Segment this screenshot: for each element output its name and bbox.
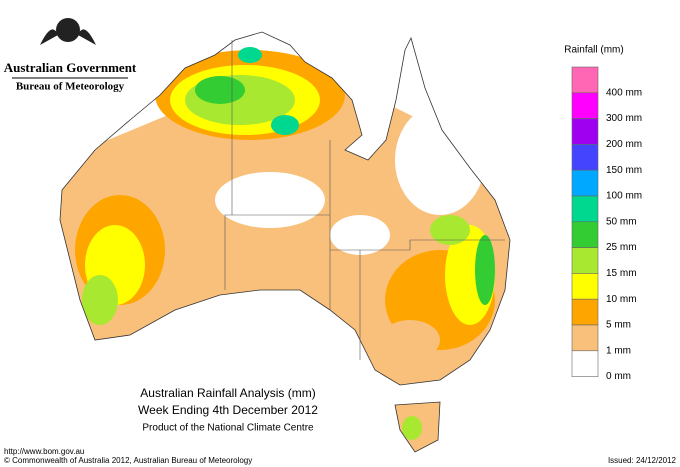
map xyxy=(59,31,511,453)
legend-label: 100 mm xyxy=(606,191,642,202)
legend-label: 1 mm xyxy=(606,345,631,356)
legend-swatch xyxy=(571,221,599,248)
legend-swatch xyxy=(571,298,599,326)
government: Australian Government xyxy=(4,60,137,75)
issued: Issued: 24/12/2012 xyxy=(608,456,677,465)
legend-label: 150 mm xyxy=(606,165,642,176)
url: http://www.bom.gov.au xyxy=(4,447,84,456)
bureau: Bureau of Meteorology xyxy=(16,81,125,93)
legend-label: 300 mm xyxy=(606,113,642,124)
legend-swatch xyxy=(571,169,599,197)
legend-swatch xyxy=(571,247,599,274)
legend-swatch xyxy=(571,195,599,223)
legend-label: 15 mm xyxy=(606,268,637,279)
legend-label: 10 mm xyxy=(606,294,637,305)
legend-label: 200 mm xyxy=(606,139,642,150)
map-credit: Product of the National Climate Centre xyxy=(142,423,314,434)
legend-label: 5 mm xyxy=(606,320,631,331)
legend-label: 400 mm xyxy=(606,87,642,98)
copyright: © Commonwealth of Australia 2012, Austra… xyxy=(4,456,252,465)
legend-swatch xyxy=(571,350,599,377)
legend-label: 25 mm xyxy=(606,242,637,253)
map-subtitle: Week Ending 4th December 2012 xyxy=(138,403,318,417)
legend-title: Rainfall (mm) xyxy=(564,45,623,56)
legend-label: 50 mm xyxy=(606,216,637,227)
legend-swatch xyxy=(571,144,599,171)
legend-swatch xyxy=(571,273,599,300)
legend-swatch xyxy=(571,92,599,119)
crest xyxy=(40,18,96,45)
map-title: Australian Rainfall Analysis (mm) xyxy=(140,386,315,400)
legend-swatch xyxy=(571,66,599,94)
legend-swatch xyxy=(571,118,599,145)
legend-label: 0 mm xyxy=(606,371,631,382)
legend: 400 mm 300 mm 200 mm 150 mm 100 mm 50 mm 25 mm… xyxy=(571,66,642,382)
legend-swatch xyxy=(571,324,599,352)
